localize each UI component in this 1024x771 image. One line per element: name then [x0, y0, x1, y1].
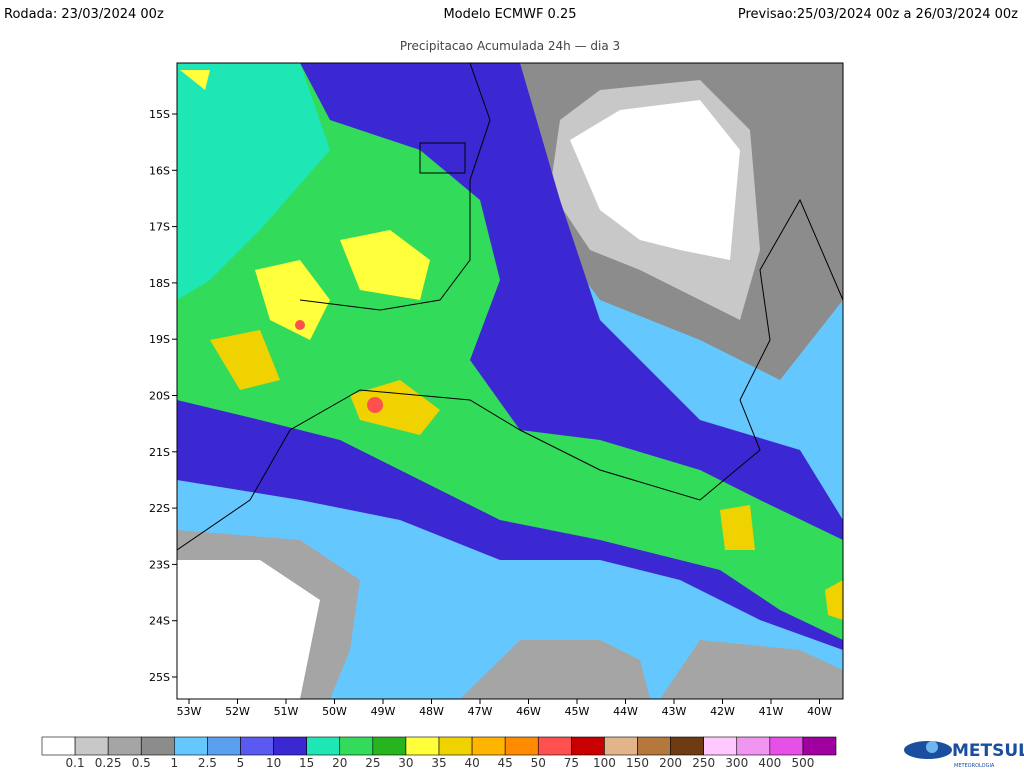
lat-label: 19S: [149, 333, 170, 346]
lon-label: 49W: [371, 705, 396, 718]
colorbar-label: 0.25: [95, 756, 122, 770]
graticule-labels: 15S 16S 17S 18S 19S 20S 21S 22S 23S 24S 25S 53W 52W 5…: [149, 108, 832, 718]
color-swatch: [405, 736, 440, 756]
precip-field: [177, 63, 843, 699]
logo: METSUL METEOROLOGIA: [904, 741, 1024, 769]
lat-label: 24S: [149, 615, 170, 628]
color-swatch: [41, 736, 76, 756]
color-swatch: [273, 736, 307, 756]
lon-label: 51W: [274, 705, 299, 718]
lat-label: 22S: [149, 502, 170, 515]
color-swatch: [240, 736, 274, 756]
color-swatch: [471, 736, 506, 756]
color-swatch: [571, 736, 605, 756]
colorbar-label: 200: [659, 756, 682, 770]
lon-label: 42W: [710, 705, 735, 718]
color-swatch: [703, 736, 738, 756]
colorbar-label: 15: [299, 756, 314, 770]
colorbar: 0.1 0.25 0.5 1 2.5 5 10 15 20 25 30 35 40 45 50 75 100 15…: [41, 736, 837, 770]
lat-label: 23S: [149, 558, 170, 571]
colorbar-label: 25: [365, 756, 380, 770]
logo-name: METSUL: [952, 741, 1024, 761]
colorbar-label: 500: [791, 756, 814, 770]
colorbar-label: 35: [431, 756, 446, 770]
lon-label: 44W: [613, 705, 638, 718]
color-swatch: [504, 736, 539, 756]
colorbar-label: 0.5: [132, 756, 151, 770]
color-swatch: [174, 736, 208, 756]
color-swatch: [537, 736, 572, 756]
color-swatch: [670, 736, 704, 756]
lon-label: 48W: [419, 705, 444, 718]
colorbar-label: 100: [593, 756, 616, 770]
colorbar-label: 5: [237, 756, 245, 770]
color-swatch: [207, 736, 241, 756]
lat-label: 20S: [149, 390, 170, 403]
run-label: Rodada: 23/03/2024 00z: [4, 7, 164, 22]
colorbar-label: 2.5: [198, 756, 217, 770]
color-swatch: [604, 736, 638, 756]
subtitle: Precipitacao Acumulada 24h — dia 3: [400, 39, 620, 53]
colorbar-label: 45: [498, 756, 513, 770]
colorbar-label: 0.1: [66, 756, 85, 770]
color-swatch: [372, 736, 407, 756]
lat-label: 16S: [149, 164, 170, 177]
lon-label: 47W: [468, 705, 493, 718]
color-swatch: [339, 736, 374, 756]
color-swatch: [736, 736, 771, 756]
lat-label: 25S: [149, 671, 170, 684]
color-swatch: [802, 736, 837, 756]
colorbar-label: 30: [398, 756, 413, 770]
lat-label: 21S: [149, 446, 170, 459]
color-swatch: [438, 736, 473, 756]
lat-label: 17S: [149, 221, 170, 234]
color-swatch: [107, 736, 142, 756]
colorbar-label: 250: [692, 756, 715, 770]
lon-label: 46W: [516, 705, 541, 718]
color-swatch: [637, 736, 671, 756]
lon-label: 52W: [225, 705, 250, 718]
model-label: Modelo ECMWF 0.25: [443, 7, 576, 22]
lon-label: 41W: [759, 705, 784, 718]
lon-label: 50W: [322, 705, 347, 718]
color-swatch: [74, 736, 109, 756]
map-frame: [176, 62, 844, 700]
colorbar-label: 40: [464, 756, 479, 770]
color-swatch: [769, 736, 804, 756]
colorbar-label: 150: [626, 756, 649, 770]
lon-label: 53W: [177, 705, 202, 718]
colorbar-label: 20: [332, 756, 347, 770]
colorbar-label: 300: [725, 756, 748, 770]
colorbar-label: 10: [266, 756, 281, 770]
colorbar-label: 75: [564, 756, 579, 770]
lat-label: 15S: [149, 108, 170, 121]
forecast-label: Previsao:25/03/2024 00z a 26/03/2024 00z: [738, 7, 1018, 22]
color-swatch: [140, 736, 175, 756]
lon-label: 45W: [565, 705, 590, 718]
color-swatch: [306, 736, 341, 756]
lat-label: 18S: [149, 277, 170, 290]
logo-tagline: METEOROLOGIA: [954, 763, 995, 769]
colorbar-label: 1: [171, 756, 179, 770]
colorbar-label: 50: [531, 756, 546, 770]
lon-label: 43W: [662, 705, 687, 718]
lon-label: 40W: [807, 705, 832, 718]
colorbar-label: 400: [758, 756, 781, 770]
